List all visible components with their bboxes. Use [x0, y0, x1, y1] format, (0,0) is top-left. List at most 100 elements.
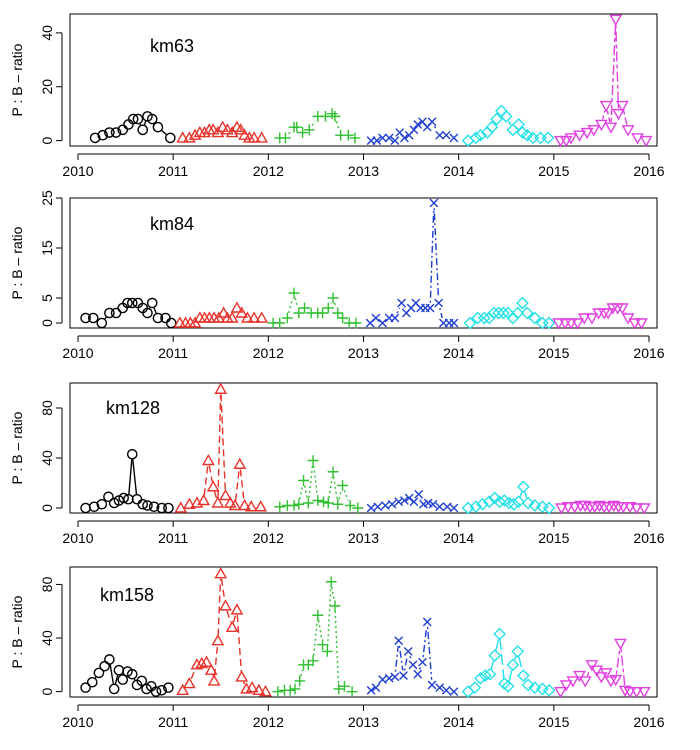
data-point	[255, 311, 269, 323]
data-point	[387, 499, 397, 509]
data-point	[104, 127, 115, 138]
data-point	[110, 127, 122, 138]
data-point	[176, 131, 190, 143]
series-line-segment	[419, 666, 422, 670]
data-point	[117, 124, 129, 136]
data-point	[126, 297, 138, 309]
data-point	[506, 658, 520, 672]
x-tick-label: 2016	[633, 714, 664, 730]
data-point	[573, 670, 586, 683]
plot-frame	[69, 197, 658, 329]
data-point	[573, 130, 586, 142]
series-line-segment	[326, 586, 332, 647]
data-point	[482, 311, 496, 325]
x-tick-label: 2013	[348, 345, 379, 361]
series-line-segment	[606, 110, 611, 123]
data-point	[291, 121, 303, 133]
data-point	[80, 502, 91, 514]
series-line-segment	[317, 620, 323, 640]
series-line-segment	[495, 638, 500, 651]
data-point	[490, 112, 504, 126]
data-point	[637, 503, 651, 515]
data-point	[559, 135, 573, 148]
data-point	[634, 318, 648, 330]
data-point	[298, 475, 309, 486]
series-2013	[365, 198, 459, 328]
data-point	[321, 646, 333, 657]
data-point	[595, 119, 608, 132]
series-line-segment	[403, 656, 408, 671]
data-point	[427, 117, 437, 127]
data-point	[307, 455, 319, 466]
data-point	[88, 501, 100, 513]
data-point	[390, 136, 400, 146]
data-point	[103, 491, 114, 503]
data-point	[165, 317, 177, 329]
data-point	[578, 676, 592, 688]
series-line-segment	[153, 307, 157, 314]
data-point	[616, 502, 630, 514]
data-point	[219, 488, 232, 501]
data-point	[506, 123, 520, 137]
data-point	[200, 655, 213, 667]
data-point	[384, 673, 394, 683]
series-line-segment	[518, 656, 523, 671]
data-point	[307, 655, 319, 667]
data-point	[631, 133, 644, 145]
data-point	[274, 317, 286, 329]
x-tick-label: 2016	[633, 345, 664, 361]
series-line-segment	[333, 302, 337, 309]
data-point	[288, 287, 300, 299]
data-point	[483, 667, 497, 681]
series-line-segment	[143, 121, 147, 126]
x-tick-label: 2014	[443, 714, 474, 730]
data-point	[350, 317, 362, 329]
data-point	[225, 311, 239, 323]
data-point	[630, 686, 644, 699]
data-point	[293, 498, 305, 510]
series-line-segment	[508, 669, 513, 682]
series-2013	[366, 617, 459, 697]
data-point	[559, 680, 573, 692]
series-2012	[267, 287, 362, 329]
data-point	[126, 448, 138, 460]
data-point	[80, 312, 91, 324]
data-point	[390, 672, 400, 682]
data-point	[204, 663, 218, 675]
data-point	[493, 495, 506, 509]
data-point	[615, 100, 629, 113]
data-point	[564, 318, 578, 330]
data-point	[502, 496, 516, 510]
x-tick-label: 2015	[538, 163, 569, 179]
data-point	[512, 118, 526, 131]
series-line-segment	[602, 110, 606, 120]
series-2010	[89, 111, 176, 144]
data-point	[329, 600, 341, 612]
series-line-segment	[490, 660, 495, 670]
data-point	[587, 125, 601, 137]
data-point	[333, 683, 345, 695]
data-point	[195, 656, 209, 669]
series-2015	[552, 303, 648, 330]
series-line-segment	[507, 120, 512, 126]
data-point	[238, 498, 251, 511]
data-point	[623, 686, 637, 699]
series-line-segment	[422, 627, 428, 658]
data-point	[87, 312, 99, 324]
data-point	[326, 108, 338, 120]
data-point	[280, 132, 291, 144]
series-2013	[366, 489, 459, 513]
data-point	[190, 658, 204, 670]
series-line-segment	[312, 465, 318, 496]
x-tick-label: 2012	[253, 163, 284, 179]
series-line-segment	[328, 476, 333, 498]
data-point	[332, 307, 344, 319]
series-line-segment	[429, 208, 435, 303]
data-point	[615, 303, 629, 315]
data-point	[474, 671, 487, 685]
data-point	[400, 133, 409, 143]
data-point	[378, 133, 387, 143]
series-2011	[174, 382, 268, 513]
data-point	[528, 681, 542, 695]
data-point	[152, 312, 164, 324]
